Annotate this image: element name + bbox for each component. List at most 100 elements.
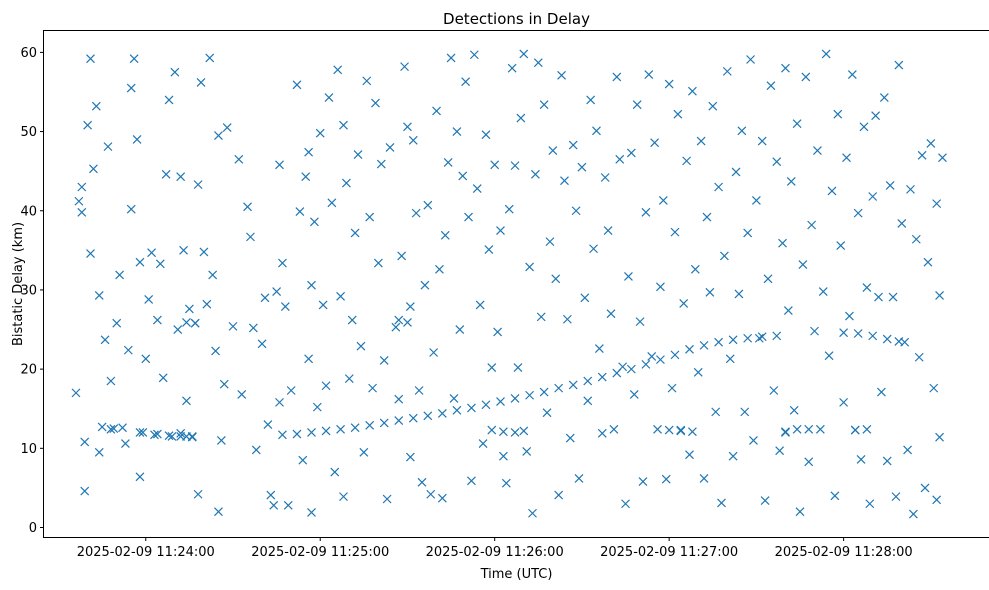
data-point <box>309 217 319 227</box>
data-point <box>850 425 860 435</box>
data-point <box>612 368 622 378</box>
data-point <box>478 439 488 448</box>
y-tick-label: 40 <box>20 204 37 219</box>
data-point <box>609 424 619 434</box>
data-point <box>510 161 520 171</box>
data-point <box>853 329 863 338</box>
data-point <box>522 447 532 456</box>
data-point <box>775 446 785 456</box>
data-point <box>339 120 348 130</box>
y-axis-ticks: 0 10 20 30 40 50 60 <box>20 46 44 536</box>
data-point <box>687 86 697 96</box>
data-point <box>696 136 706 146</box>
data-point <box>490 160 500 170</box>
data-point <box>86 249 95 258</box>
data-point <box>597 372 607 382</box>
data-point <box>452 405 462 415</box>
data-point <box>423 411 433 421</box>
data-point <box>498 451 508 461</box>
data-point <box>437 493 447 503</box>
data-point <box>321 381 331 391</box>
data-point <box>423 200 433 210</box>
data-point <box>353 150 363 159</box>
data-point <box>894 60 904 70</box>
data-point <box>278 258 287 268</box>
data-point <box>632 100 642 110</box>
data-point <box>394 416 404 426</box>
data-point <box>731 167 741 177</box>
data-point <box>397 251 407 261</box>
data-point <box>144 295 154 304</box>
data-point <box>266 490 276 500</box>
data-point <box>542 408 552 418</box>
data-point <box>722 66 732 76</box>
data-point <box>391 322 401 332</box>
data-point <box>97 422 107 432</box>
data-point <box>804 424 814 434</box>
data-point <box>373 258 383 268</box>
data-point <box>341 178 351 188</box>
data-point <box>603 226 613 235</box>
data-point <box>307 508 316 517</box>
data-point <box>583 396 593 406</box>
data-point <box>754 333 764 343</box>
data-point <box>184 304 194 314</box>
data-point <box>667 383 677 393</box>
data-point <box>106 376 116 386</box>
data-point <box>365 212 375 222</box>
data-point <box>789 405 799 415</box>
data-point <box>257 339 267 349</box>
plot-frame <box>43 30 989 538</box>
data-point <box>897 218 907 228</box>
data-point <box>222 123 232 133</box>
data-point <box>685 344 694 354</box>
data-point <box>501 478 511 488</box>
data-point <box>839 397 849 407</box>
data-point <box>679 298 689 308</box>
data-point <box>243 202 252 212</box>
data-point <box>80 437 90 447</box>
data-point <box>615 154 625 164</box>
data-point <box>452 127 462 136</box>
data-point <box>670 350 680 360</box>
data-point <box>405 452 415 462</box>
data-point <box>109 424 119 433</box>
data-point <box>324 93 334 102</box>
data-point <box>350 228 360 238</box>
data-point <box>810 326 819 336</box>
data-point <box>920 483 930 493</box>
data-markers <box>71 49 947 519</box>
data-point <box>554 490 564 500</box>
data-point <box>403 317 412 327</box>
data-point <box>304 354 314 364</box>
data-point <box>935 432 944 442</box>
data-point <box>862 283 872 292</box>
data-point <box>911 234 921 244</box>
data-point <box>693 367 703 377</box>
data-point <box>100 335 110 345</box>
data-point <box>876 387 886 397</box>
y-tick-label: 50 <box>20 125 37 140</box>
data-point <box>385 142 395 152</box>
data-point <box>103 142 113 152</box>
data-point <box>205 53 215 63</box>
data-point <box>589 244 598 254</box>
data-point <box>635 317 645 327</box>
x-tick-label: 2025-02-09 11:26:00 <box>426 545 564 560</box>
data-point <box>656 355 665 365</box>
data-point <box>487 363 497 372</box>
data-point <box>853 208 863 218</box>
data-point <box>272 287 282 296</box>
data-point <box>926 139 936 148</box>
data-point <box>77 182 87 192</box>
data-point <box>420 280 430 290</box>
data-point <box>135 257 145 267</box>
data-point <box>594 344 604 353</box>
data-point <box>280 302 290 311</box>
data-point <box>746 55 755 64</box>
data-point <box>839 328 849 338</box>
data-point <box>664 425 674 435</box>
data-point <box>211 346 220 356</box>
x-axis-label: Time (UTC) <box>480 567 553 582</box>
